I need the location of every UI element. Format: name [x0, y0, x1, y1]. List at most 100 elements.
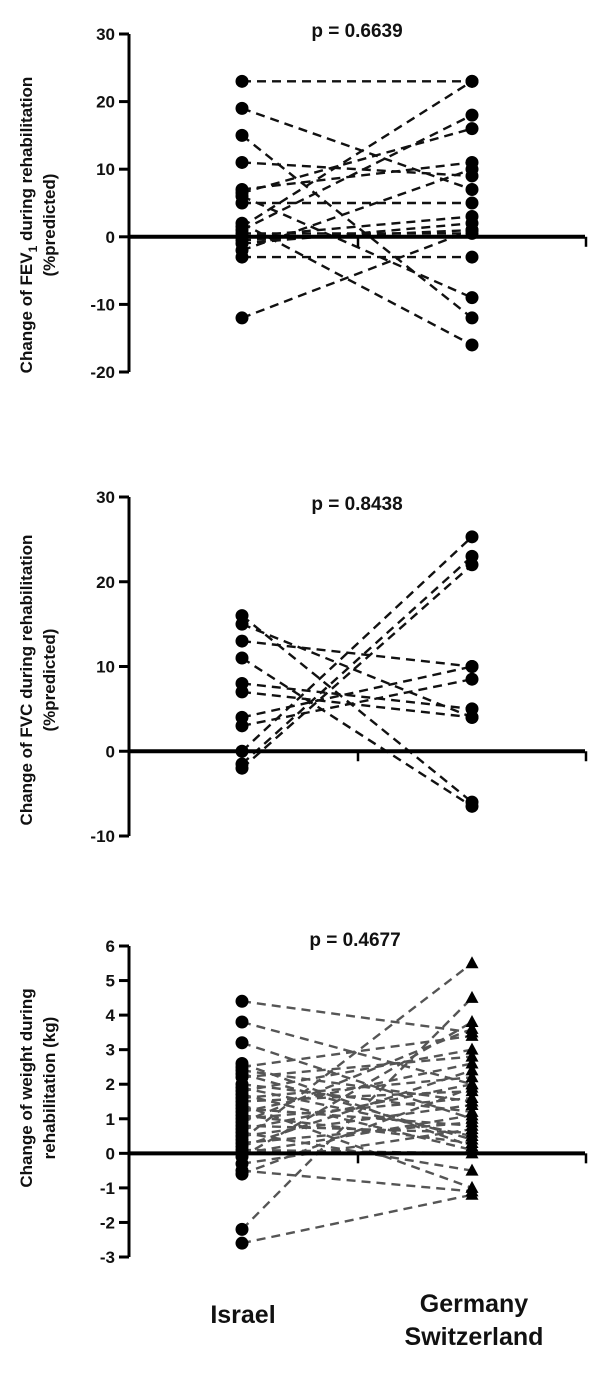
pair-line-16 [241, 1062, 473, 1114]
right-point [465, 990, 479, 1003]
pair-line-11 [241, 1093, 473, 1152]
right-point [465, 1028, 479, 1041]
pair-lines [241, 80, 473, 347]
p-value-annotation: p = 0.8438 [311, 494, 402, 515]
pair-line-0 [241, 614, 473, 804]
axes: 6 5 4 3 2 1 0 -1 -2 -3 [100, 937, 588, 1267]
pair-line-6 [241, 665, 473, 719]
left-point [235, 1015, 249, 1029]
y-axis-label-line2: rehabilitation (kg) [40, 1017, 59, 1160]
pair-line-24 [241, 962, 473, 1141]
y-tick-label: 30 [96, 488, 115, 507]
left-point [235, 651, 249, 665]
y-tick-label: 0 [106, 1144, 115, 1163]
y-tick-label: 10 [96, 160, 115, 179]
left-point [235, 719, 249, 733]
pair-line-10 [241, 114, 473, 232]
pair-line-5 [241, 690, 473, 719]
pair-line-3 [241, 657, 473, 808]
y-tick-label: 4 [106, 1006, 116, 1025]
right-point [465, 1080, 479, 1093]
y-tick-label: 6 [106, 937, 115, 956]
right-point [465, 1097, 479, 1110]
y-axis-label: Change of FEV1 during rehabilitation [17, 77, 40, 374]
y-tick-label: -3 [100, 1248, 115, 1267]
pair-line-17 [241, 1114, 473, 1145]
pair-line-23 [241, 1103, 473, 1138]
pair-line-5 [241, 1069, 473, 1103]
pair-line-9 [241, 1086, 473, 1138]
right-point [465, 1015, 479, 1028]
pair-line-12 [241, 1076, 473, 1100]
left-point [235, 994, 249, 1008]
right-point [465, 1070, 479, 1083]
left-point [235, 1236, 249, 1250]
y-tick-label: 3 [106, 1041, 115, 1060]
right-point [465, 956, 479, 969]
pair-line-1 [241, 623, 473, 719]
pair-line-6 [241, 195, 473, 299]
y-tick-label: 10 [96, 658, 115, 677]
right-point [465, 1049, 479, 1062]
pair-line-18 [241, 1096, 473, 1120]
y-tick-label: 20 [96, 93, 115, 112]
y-tick-label: -1 [100, 1179, 115, 1198]
right-point [465, 108, 479, 122]
y-axis-label: Change of FVC during rehabilitation [17, 535, 36, 826]
y-axis-label-line2: (%predicted) [40, 174, 59, 277]
y-tick-label: 0 [106, 228, 115, 247]
pair-line-12 [241, 215, 473, 238]
right-point [465, 1063, 479, 1076]
pair-line-14 [241, 222, 473, 245]
right-point [465, 660, 479, 673]
y-tick-label: -20 [90, 363, 115, 382]
panel-weight: p = 0.4677 Change of weight during rehab… [17, 930, 588, 1267]
right-point [465, 1021, 479, 1034]
right-point [465, 1122, 479, 1135]
pair-line-28 [241, 1114, 473, 1155]
left-point [235, 634, 249, 648]
right-point [465, 291, 479, 305]
pair-line-21 [241, 1083, 473, 1131]
pair-line-10 [241, 563, 473, 770]
pair-line-0 [241, 1000, 473, 1034]
left-point [235, 1167, 249, 1181]
right-point [465, 250, 479, 264]
right-point [465, 1042, 479, 1055]
right-point [465, 122, 479, 136]
pair-line-9 [241, 80, 473, 228]
y-tick-label: -10 [90, 295, 115, 314]
right-point [465, 558, 479, 572]
pair-line-8 [241, 222, 473, 347]
pair-line-5 [241, 127, 473, 195]
right-point [465, 1115, 479, 1128]
right-point [465, 1135, 479, 1148]
right-point [465, 196, 479, 210]
y-tick-label: 5 [106, 972, 115, 991]
left-point [235, 250, 249, 264]
axes: 30 20 10 0 -10 [90, 488, 588, 846]
pair-lines [241, 962, 473, 1245]
pair-line-14 [241, 1103, 473, 1190]
y-axis-label-line2: (%predicted) [40, 629, 59, 732]
right-point [465, 311, 479, 325]
pair-line-34 [241, 1193, 473, 1245]
pair-line-1 [241, 107, 473, 191]
pair-line-2 [241, 1041, 473, 1120]
left-point [235, 761, 249, 775]
right-point [465, 1187, 479, 1200]
y-tick-label: -10 [90, 827, 115, 846]
right-point [465, 530, 479, 544]
axes: 30 20 10 0 -10 -20 [90, 25, 588, 382]
pair-line-7 [241, 1055, 473, 1079]
left-point [235, 311, 249, 325]
right-point [465, 672, 479, 686]
pair-line-30 [241, 1127, 473, 1165]
right-point [465, 162, 479, 176]
pair-line-25 [241, 1121, 473, 1145]
pair-lines [241, 535, 473, 808]
left-point [235, 101, 249, 115]
right-point [465, 710, 479, 724]
y-tick-label: 20 [96, 573, 115, 592]
pair-line-13 [241, 1089, 473, 1103]
